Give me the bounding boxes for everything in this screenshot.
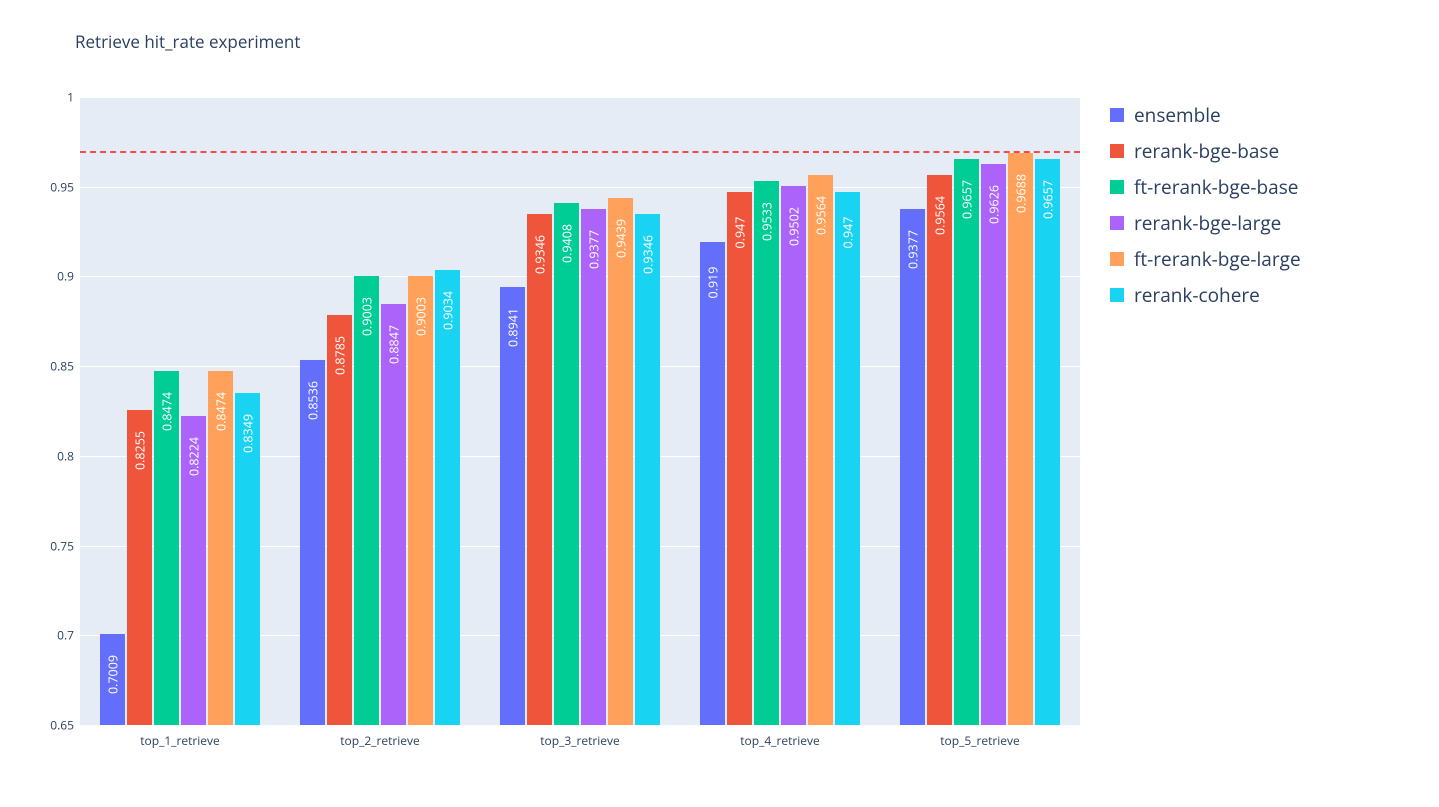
x-tick-label: top_3_retrieve — [540, 732, 620, 749]
bar-value-label: 0.9626 — [985, 185, 1002, 224]
bar[interactable]: 0.9688 — [1008, 153, 1034, 725]
bar[interactable]: 0.9439 — [608, 198, 634, 725]
plot-area: 0.7009 0.8255 0.8474 0.8224 0.8474 0.8349 0.85… — [80, 97, 1080, 725]
bar-value-label: 0.9688 — [1012, 174, 1029, 213]
y-tick-label: 0.9 — [57, 268, 74, 285]
legend-label: ensemble — [1134, 102, 1221, 128]
bar-value-label: 0.947 — [839, 217, 856, 249]
bar-value-label: 0.8474 — [158, 392, 175, 431]
chart-title: Retrieve hit_rate experiment — [75, 30, 300, 53]
legend-item[interactable]: ft-rerank-bge-base — [1110, 174, 1301, 200]
legend-label: rerank-bge-base — [1134, 138, 1279, 164]
bar[interactable]: 0.8536 — [300, 360, 326, 725]
x-tick-label: top_1_retrieve — [140, 732, 220, 749]
bar-groups: 0.7009 0.8255 0.8474 0.8224 0.8474 0.8349 0.85… — [80, 97, 1080, 725]
bar-value-label: 0.8349 — [239, 414, 256, 453]
legend-item[interactable]: rerank-bge-large — [1110, 210, 1301, 236]
bar[interactable]: 0.8255 — [127, 410, 153, 725]
bar-value-label: 0.9657 — [1039, 180, 1056, 219]
y-tick-label: 1 — [67, 89, 74, 106]
bar[interactable]: 0.7009 — [100, 634, 126, 725]
bar[interactable]: 0.9346 — [527, 214, 553, 725]
y-tick-label: 0.85 — [50, 358, 74, 375]
bar-value-label: 0.8536 — [304, 381, 321, 420]
chart-container: Retrieve hit_rate experiment 0.7009 0.825… — [0, 0, 1439, 807]
bar-value-label: 0.9034 — [439, 291, 456, 330]
bar[interactable]: 0.9657 — [954, 159, 980, 725]
bar[interactable]: 0.8785 — [327, 315, 353, 725]
y-tick-label: 0.65 — [50, 717, 74, 734]
legend-swatch — [1110, 108, 1124, 122]
bar-value-label: 0.8474 — [212, 392, 229, 431]
bar-value-label: 0.7009 — [104, 655, 121, 694]
bar-value-label: 0.9346 — [531, 235, 548, 274]
bar-value-label: 0.9003 — [412, 297, 429, 336]
bar[interactable]: 0.8941 — [500, 287, 526, 725]
legend-swatch — [1110, 252, 1124, 266]
bar[interactable]: 0.9533 — [754, 181, 780, 725]
y-tick-label: 0.95 — [50, 178, 74, 195]
y-gridline — [80, 725, 1080, 726]
x-tick-label: top_2_retrieve — [340, 732, 420, 749]
legend-label: rerank-bge-large — [1134, 210, 1281, 236]
bar[interactable]: 0.9408 — [554, 203, 580, 725]
bar[interactable]: 0.9626 — [981, 164, 1007, 725]
bar-value-label: 0.9657 — [958, 180, 975, 219]
bar-value-label: 0.9377 — [904, 230, 921, 269]
bar-value-label: 0.8785 — [331, 336, 348, 375]
bar[interactable]: 0.919 — [700, 242, 726, 725]
legend-item[interactable]: ensemble — [1110, 102, 1301, 128]
bar[interactable]: 0.9657 — [1035, 159, 1061, 725]
bar-value-label: 0.9408 — [558, 224, 575, 263]
bar[interactable]: 0.947 — [835, 192, 861, 725]
bar[interactable]: 0.8847 — [381, 304, 407, 725]
legend: ensemble rerank-bge-base ft-rerank-bge-bas… — [1110, 102, 1301, 318]
bar[interactable]: 0.8349 — [235, 393, 261, 725]
bar-value-label: 0.9502 — [785, 207, 802, 246]
x-tick-label: top_5_retrieve — [940, 732, 1020, 749]
legend-item[interactable]: rerank-bge-base — [1110, 138, 1301, 164]
legend-swatch — [1110, 144, 1124, 158]
bar-value-label: 0.9003 — [358, 297, 375, 336]
legend-label: ft-rerank-bge-large — [1134, 246, 1301, 272]
bar-value-label: 0.9564 — [812, 196, 829, 235]
bar-value-label: 0.9439 — [612, 219, 629, 258]
legend-label: rerank-cohere — [1134, 282, 1260, 308]
legend-swatch — [1110, 216, 1124, 230]
bar-value-label: 0.9564 — [931, 196, 948, 235]
bar-value-label: 0.8224 — [185, 437, 202, 476]
bar[interactable]: 0.9564 — [808, 175, 834, 725]
bar[interactable]: 0.9377 — [900, 209, 926, 725]
legend-swatch — [1110, 288, 1124, 302]
legend-item[interactable]: rerank-cohere — [1110, 282, 1301, 308]
bar[interactable]: 0.9003 — [408, 276, 434, 725]
bar[interactable]: 0.9502 — [781, 186, 807, 725]
bar-value-label: 0.919 — [704, 267, 721, 299]
bar[interactable]: 0.9564 — [927, 175, 953, 725]
bar-value-label: 0.8941 — [504, 308, 521, 347]
legend-item[interactable]: ft-rerank-bge-large — [1110, 246, 1301, 272]
bar[interactable]: 0.9003 — [354, 276, 380, 725]
legend-swatch — [1110, 180, 1124, 194]
bar-value-label: 0.9533 — [758, 202, 775, 241]
bar[interactable]: 0.8474 — [154, 371, 180, 725]
bar-value-label: 0.8847 — [385, 325, 402, 364]
bar-value-label: 0.8255 — [131, 431, 148, 470]
x-tick-label: top_4_retrieve — [740, 732, 820, 749]
bar-value-label: 0.9377 — [585, 230, 602, 269]
bar[interactable]: 0.9346 — [635, 214, 661, 725]
bar-value-label: 0.947 — [731, 217, 748, 249]
y-tick-label: 0.75 — [50, 537, 74, 554]
bar[interactable]: 0.8474 — [208, 371, 234, 725]
bar-value-label: 0.9346 — [639, 235, 656, 274]
y-tick-label: 0.8 — [57, 447, 74, 464]
bar[interactable]: 0.9377 — [581, 209, 607, 725]
bar[interactable]: 0.8224 — [181, 416, 207, 725]
y-tick-label: 0.7 — [57, 627, 74, 644]
bar[interactable]: 0.9034 — [435, 270, 461, 725]
legend-label: ft-rerank-bge-base — [1134, 174, 1298, 200]
bar[interactable]: 0.947 — [727, 192, 753, 725]
